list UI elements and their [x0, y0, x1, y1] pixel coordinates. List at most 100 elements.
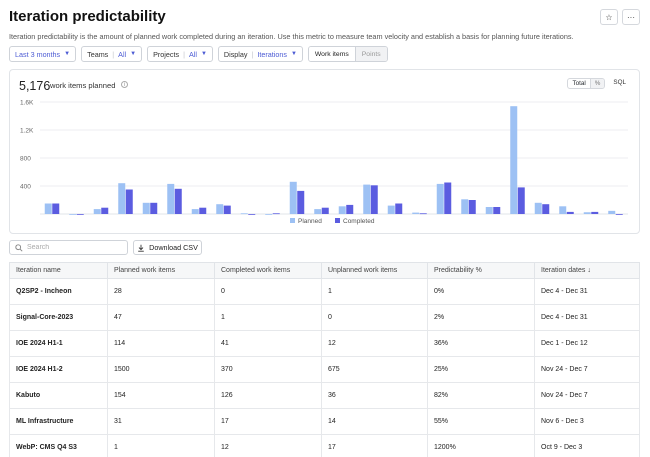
bar-completed[interactable]: [444, 182, 452, 215]
table-row[interactable]: Kabuto 154 126 36 82% Nov 24 - Dec 7: [9, 382, 640, 409]
col-predictability[interactable]: Predictability %: [427, 262, 535, 279]
unplanned-cell: 14: [321, 408, 428, 435]
bar-planned[interactable]: [216, 204, 224, 214]
y-tick-label: 400: [20, 184, 31, 191]
planned-cell: 28: [107, 278, 215, 305]
dates-cell: Oct 9 - Dec 3: [534, 434, 640, 457]
bar-planned[interactable]: [363, 184, 371, 214]
table-row[interactable]: WebP: CMS Q4 S3 1 12 17 1200% Oct 9 - Dec 3: [9, 434, 640, 457]
bar-planned[interactable]: [461, 199, 469, 214]
teams-dropdown[interactable]: Teams | All ▼: [81, 46, 143, 62]
bar-completed[interactable]: [76, 214, 84, 215]
bar-completed[interactable]: [125, 189, 133, 215]
legend-label: Completed: [343, 218, 375, 225]
bar-planned[interactable]: [608, 210, 616, 214]
display-label: Display: [223, 49, 248, 59]
completed-cell: 17: [214, 408, 322, 435]
bar-completed[interactable]: [493, 207, 501, 214]
bar-planned[interactable]: [559, 206, 567, 214]
bar-planned[interactable]: [167, 183, 175, 214]
period-dropdown[interactable]: Last 3 months ▼: [9, 46, 77, 62]
bar-planned[interactable]: [69, 214, 77, 215]
mode-work-items[interactable]: Work items: [308, 47, 355, 61]
predictability-cell: 0%: [427, 278, 535, 305]
bar-planned[interactable]: [338, 206, 346, 214]
col-iteration-name[interactable]: Iteration name: [9, 262, 108, 279]
bar-planned[interactable]: [314, 209, 322, 214]
completed-cell: 12: [214, 434, 322, 457]
bar-planned[interactable]: [240, 213, 248, 215]
bar-completed[interactable]: [248, 214, 256, 215]
more-icon[interactable]: ···: [622, 9, 640, 25]
table-row[interactable]: IOE 2024 H1-1 114 41 12 36% Dec 1 - Dec 12: [9, 330, 640, 357]
bar-completed[interactable]: [468, 200, 476, 214]
star-icon[interactable]: ☆: [600, 9, 618, 25]
bar-completed[interactable]: [346, 204, 354, 214]
toggle-total[interactable]: Total: [572, 80, 586, 87]
bar-completed[interactable]: [223, 205, 231, 214]
bar-completed[interactable]: [591, 211, 599, 214]
bar-planned[interactable]: [534, 202, 542, 214]
bar-completed[interactable]: [542, 204, 550, 214]
completed-cell: 126: [214, 382, 322, 409]
table-header-row: Iteration name Planned work items Comple…: [9, 262, 640, 279]
bar-planned[interactable]: [387, 205, 395, 214]
search-input[interactable]: [27, 244, 122, 251]
bar-completed[interactable]: [272, 213, 280, 215]
table-row[interactable]: Signal-Core-2023 47 1 0 2% Dec 4 - Dec 31: [9, 304, 640, 331]
mode-points[interactable]: Points: [354, 47, 387, 61]
bar-planned[interactable]: [44, 203, 52, 215]
bar-completed[interactable]: [370, 185, 378, 214]
col-planned[interactable]: Planned work items: [107, 262, 215, 279]
page-title: Iteration predictability: [9, 8, 166, 25]
bar-completed[interactable]: [150, 202, 158, 214]
iteration-name-cell: Kabuto: [9, 382, 108, 409]
table-row[interactable]: ML Infrastructure 31 17 14 55% Nov 6 - Dec 3: [9, 408, 640, 435]
bar-completed[interactable]: [101, 207, 109, 214]
legend-swatch: [335, 218, 340, 223]
bar-planned[interactable]: [510, 106, 518, 214]
bar-completed[interactable]: [321, 207, 329, 214]
bar-planned[interactable]: [265, 214, 273, 215]
bar-planned[interactable]: [191, 209, 199, 214]
bar-completed[interactable]: [174, 188, 182, 214]
search-field[interactable]: [9, 240, 128, 255]
col-iteration-dates[interactable]: Iteration dates ↓: [534, 262, 640, 279]
bar-completed[interactable]: [395, 203, 403, 215]
bar-planned[interactable]: [485, 207, 493, 214]
unplanned-cell: 675: [321, 356, 428, 383]
bar-planned[interactable]: [93, 209, 101, 214]
bar-planned[interactable]: [583, 212, 591, 214]
display-dropdown[interactable]: Display | Iterations ▼: [217, 46, 303, 62]
bar-planned[interactable]: [118, 183, 126, 214]
bar-planned[interactable]: [289, 181, 297, 214]
bar-completed[interactable]: [199, 207, 207, 214]
chart-card: 5,176 work items planned i Total % SQL 1…: [9, 69, 640, 234]
table-row[interactable]: Q2SP2 - Incheon 28 0 1 0% Dec 4 - Dec 31: [9, 278, 640, 305]
dates-cell: Dec 1 - Dec 12: [534, 330, 640, 357]
bar-planned[interactable]: [412, 212, 420, 214]
planned-cell: 31: [107, 408, 215, 435]
bar-planned[interactable]: [142, 202, 150, 214]
table-row[interactable]: IOE 2024 H1-2 1500 370 675 25% Nov 24 - Dec 7: [9, 356, 640, 383]
bar-completed[interactable]: [517, 187, 525, 214]
total-pct-toggle: Total %: [567, 78, 606, 89]
legend-label: Planned: [298, 218, 322, 225]
bar-completed[interactable]: [615, 214, 623, 215]
bar-completed[interactable]: [566, 211, 574, 214]
search-icon: [15, 243, 23, 252]
unplanned-cell: 36: [321, 382, 428, 409]
bar-completed[interactable]: [297, 190, 305, 214]
filter-bar: Last 3 months ▼ Teams | All ▼ Projects |…: [9, 46, 388, 62]
bar-completed[interactable]: [419, 213, 427, 215]
sort-down-icon: ↓: [587, 267, 591, 274]
col-unplanned[interactable]: Unplanned work items: [321, 262, 428, 279]
col-completed[interactable]: Completed work items: [214, 262, 322, 279]
projects-dropdown[interactable]: Projects | All ▼: [147, 46, 213, 62]
bar-completed[interactable]: [52, 203, 60, 215]
info-icon[interactable]: i: [121, 81, 128, 88]
toggle-sql[interactable]: SQL: [613, 79, 626, 86]
download-csv-button[interactable]: Download CSV: [133, 240, 202, 255]
bar-planned[interactable]: [436, 183, 444, 214]
toggle-percent[interactable]: %: [589, 79, 605, 88]
